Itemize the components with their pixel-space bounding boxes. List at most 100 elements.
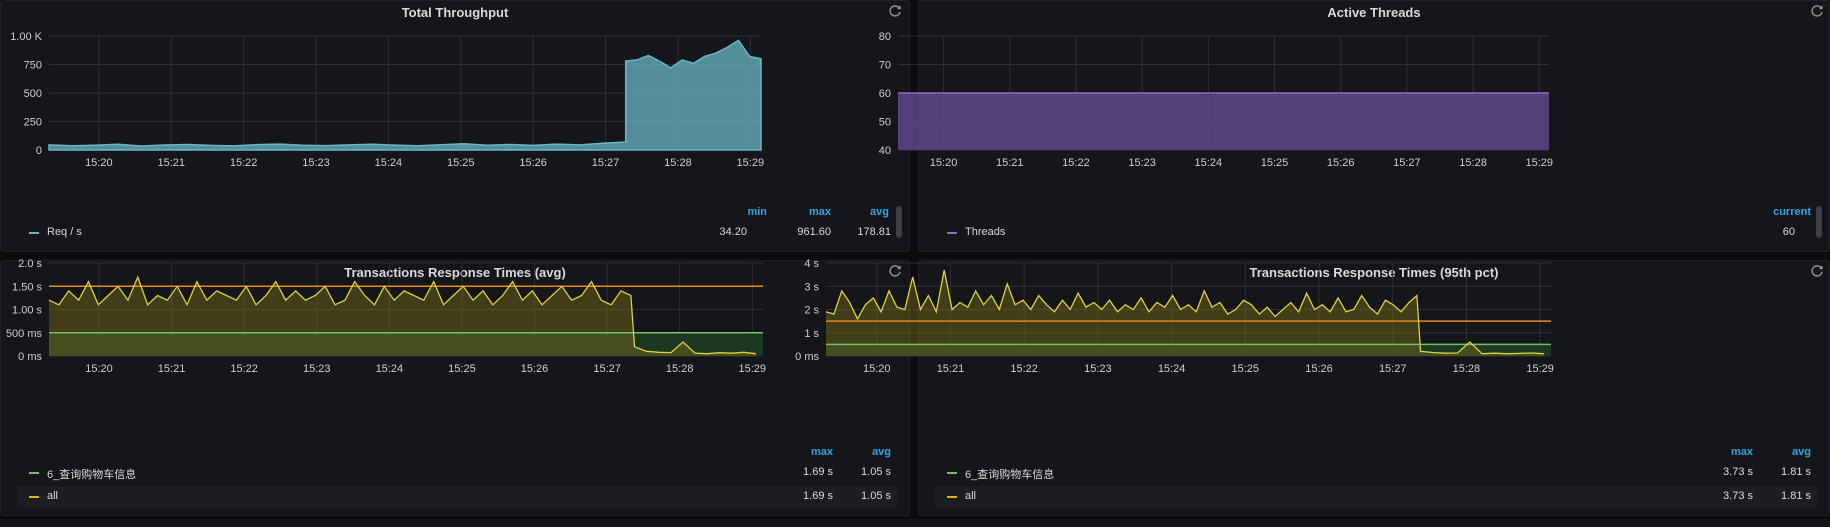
y-tick-label: 60: [879, 88, 891, 100]
legend-label[interactable]: 6_查询购物车信息: [47, 469, 137, 481]
panel-title[interactable]: Total Throughput: [401, 5, 509, 20]
x-tick-label: 15:29: [1526, 363, 1554, 375]
series-area-req-s: [48, 39, 762, 151]
legend-label[interactable]: Req / s: [47, 226, 82, 238]
legend-label[interactable]: 6_查询购物车信息: [965, 469, 1055, 481]
x-tick-label: 15:20: [863, 363, 891, 375]
x-tick-label: 15:28: [1453, 363, 1481, 375]
y-tick-label: 40: [879, 145, 891, 157]
y-tick-label: 2 s: [804, 305, 819, 317]
legend-swatch[interactable]: [947, 232, 957, 234]
legend-label[interactable]: all: [965, 490, 977, 502]
x-tick-label: 15:20: [85, 363, 113, 375]
x-tick-label: 15:29: [1525, 157, 1553, 169]
x-tick-label: 15:27: [1379, 363, 1407, 375]
x-tick-label: 15:23: [302, 157, 330, 169]
legend-item-cart-query[interactable]: 6_查询购物车信息 3.73 s 1.81 s: [935, 462, 1817, 483]
series-line-all: [48, 275, 756, 355]
legend-header-avg[interactable]: avg: [870, 206, 889, 218]
legend-label[interactable]: Threads: [965, 226, 1006, 238]
x-tick-label: 15:24: [375, 157, 403, 169]
series-area-threads: [898, 93, 1549, 150]
legend-scrollbar[interactable]: [896, 206, 902, 238]
throughput-chart[interactable]: 0 250 500 750 1.00 K 15:20 15:21 15:22 15:23 15:2…: [1, 1, 911, 181]
y-tick-label: 3 s: [804, 281, 819, 293]
legend-header-min[interactable]: min: [747, 206, 767, 218]
x-tick-label: 15:27: [1393, 157, 1421, 169]
y-tick-label: 80: [879, 31, 891, 43]
y-tick-label: 0 ms: [18, 351, 42, 363]
legend-label[interactable]: all: [47, 490, 59, 502]
y-tick-label: 2.0 s: [18, 258, 42, 270]
refresh-icon[interactable]: [887, 3, 903, 19]
x-tick-label: 15:28: [664, 157, 692, 169]
legend-max: 3.73 s: [1723, 490, 1753, 502]
y-tick-label: 1.00 s: [12, 305, 42, 317]
x-tick-label: 15:21: [937, 363, 965, 375]
next-panel-row-edge: [0, 519, 1830, 527]
x-tick-label: 15:26: [1327, 157, 1355, 169]
y-tick-label: 1 s: [804, 328, 819, 340]
legend-max: 961.60: [797, 226, 831, 238]
legend-header-avg[interactable]: avg: [1792, 446, 1811, 458]
x-tick-label: 15:21: [157, 157, 185, 169]
panel-title[interactable]: Active Threads: [1327, 5, 1421, 20]
x-tick-label: 15:25: [447, 157, 475, 169]
legend-avg: 1.05 s: [861, 490, 891, 502]
x-tick-label: 15:28: [1459, 157, 1487, 169]
legend-swatch[interactable]: [29, 232, 39, 234]
legend-header-max[interactable]: max: [808, 206, 831, 218]
legend-item-threads[interactable]: Threads 60: [935, 222, 1815, 243]
x-tick-label: 15:26: [1305, 363, 1333, 375]
legend-swatch[interactable]: [947, 472, 957, 474]
x-tick-label: 15:23: [1084, 363, 1112, 375]
refresh-icon[interactable]: [887, 263, 903, 279]
x-tick-label: 15:23: [303, 363, 331, 375]
x-tick-label: 15:24: [1195, 157, 1223, 169]
refresh-icon[interactable]: [1809, 3, 1825, 19]
legend-max: 1.69 s: [803, 466, 833, 478]
y-tick-label: 500: [24, 88, 42, 100]
x-tick-label: 15:27: [593, 363, 621, 375]
legend-avg: 1.05 s: [861, 466, 891, 478]
response-avg-chart[interactable]: 0 ms 500 ms 1.00 s 1.50 s 2.0 s 15:20 15:21 15:…: [1, 258, 911, 441]
legend-item-cart-query[interactable]: 6_查询购物车信息 1.69 s 1.05 s: [17, 462, 897, 483]
legend-swatch[interactable]: [29, 472, 39, 474]
x-tick-label: 15:29: [737, 157, 765, 169]
response-95-chart[interactable]: 0 ms 1 s 2 s 3 s 4 s 15:20 15:21 15:22 15:23 15:2…: [795, 258, 1829, 441]
legend-header-max[interactable]: max: [1730, 446, 1753, 458]
panel-title[interactable]: Transactions Response Times (avg): [344, 265, 566, 280]
x-tick-label: 15:25: [1261, 157, 1289, 169]
x-tick-label: 15:22: [230, 157, 258, 169]
panel-title[interactable]: Transactions Response Times (95th pct): [1249, 265, 1499, 280]
legend-max: 3.73 s: [1723, 466, 1753, 478]
legend-header-max[interactable]: max: [810, 446, 833, 458]
y-tick-label: 50: [879, 117, 891, 129]
y-tick-label: 750: [24, 60, 42, 72]
refresh-icon[interactable]: [1809, 263, 1825, 279]
legend-scrollbar[interactable]: [1816, 206, 1822, 238]
legend-avg: 1.81 s: [1781, 490, 1811, 502]
y-tick-label: 500 ms: [6, 328, 43, 340]
y-tick-label: 1.00 K: [10, 31, 42, 43]
legend-header-current[interactable]: current: [1773, 206, 1811, 218]
x-tick-label: 15:29: [739, 363, 767, 375]
legend-item-all[interactable]: all 1.69 s 1.05 s: [17, 486, 897, 507]
legend-swatch[interactable]: [947, 496, 957, 498]
x-tick-label: 15:27: [592, 157, 620, 169]
legend-swatch[interactable]: [29, 496, 39, 498]
legend-item-req-s[interactable]: Req / s 34.20 961.60 178.81: [17, 222, 897, 243]
series-line-all: [825, 269, 1544, 355]
legend-current: 60: [1782, 226, 1795, 238]
threads-chart[interactable]: 40 50 60 70 80 15:20 15:21 15:22 15:23 15:24 15:25…: [879, 1, 1829, 181]
x-tick-label: 15:26: [519, 157, 547, 169]
legend-item-all[interactable]: all 3.73 s 1.81 s: [935, 486, 1817, 507]
legend-header-avg[interactable]: avg: [872, 446, 891, 458]
y-tick-label: 4 s: [804, 258, 819, 270]
x-tick-label: 15:21: [996, 157, 1024, 169]
x-tick-label: 15:21: [158, 363, 186, 375]
series-area-cart-query: [826, 344, 1551, 356]
y-tick-label: 0 ms: [795, 351, 819, 363]
y-tick-label: 1.50 s: [12, 281, 42, 293]
x-tick-label: 15:24: [376, 363, 404, 375]
